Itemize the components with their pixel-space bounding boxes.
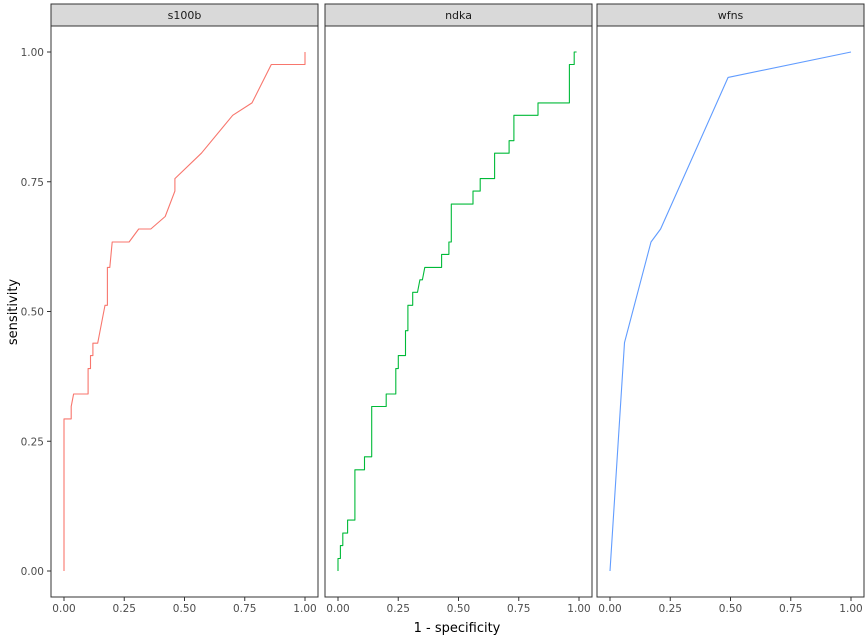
x-tick-label: 1.00 xyxy=(839,603,862,615)
strip-label: wfns xyxy=(718,9,744,22)
y-axis-title: sensitivity xyxy=(6,279,21,346)
y-tick-label: 0.25 xyxy=(21,436,44,448)
y-tick-label: 0.75 xyxy=(21,177,44,189)
roc-line-s100b xyxy=(63,52,306,571)
strip-label: ndka xyxy=(445,9,472,22)
x-tick-label: 0.50 xyxy=(447,603,470,615)
y-tick-label: 1.00 xyxy=(21,47,44,59)
strip-label: s100b xyxy=(168,9,202,22)
roc-line-wfns xyxy=(609,51,852,572)
x-tick-label: 0.25 xyxy=(659,603,682,615)
x-tick-label: 0.50 xyxy=(719,603,742,615)
roc-line-ndka xyxy=(337,51,577,571)
x-tick-label: 0.00 xyxy=(598,603,621,615)
plot-frame xyxy=(324,25,593,598)
facet-panel-s100b: s100b 0.00 0.25 0.50 0.75 1.00 0.00 0.25 0.50 0.7… xyxy=(21,3,319,615)
facet-panel-wfns: wfns 0.00 0.25 0.50 0.75 1.00 xyxy=(596,3,865,615)
x-tick-label: 0.75 xyxy=(507,603,530,615)
x-tick-label: 0.75 xyxy=(779,603,802,615)
x-tick-label: 1.00 xyxy=(567,603,590,615)
y-tick-label: 0.50 xyxy=(21,307,44,319)
x-tick-label: 0.00 xyxy=(326,603,349,615)
x-axis-title: 1 - specificity xyxy=(414,621,501,636)
y-tick-label: 0.00 xyxy=(21,566,44,578)
plot-frame xyxy=(50,25,319,598)
plot-frame xyxy=(596,25,865,598)
x-tick-label: 0.50 xyxy=(173,603,196,615)
facet-panel-ndka: ndka 0.00 0.25 0.50 0.75 1.00 xyxy=(324,3,593,615)
x-tick-label: 1.00 xyxy=(293,603,316,615)
x-tick-label: 0.00 xyxy=(52,603,75,615)
facet-panels: s100b 0.00 0.25 0.50 0.75 1.00 0.00 0.25 0.50 0.7… xyxy=(21,3,865,615)
x-tick-label: 0.25 xyxy=(387,603,410,615)
x-tick-label: 0.25 xyxy=(113,603,136,615)
x-tick-label: 0.75 xyxy=(233,603,256,615)
